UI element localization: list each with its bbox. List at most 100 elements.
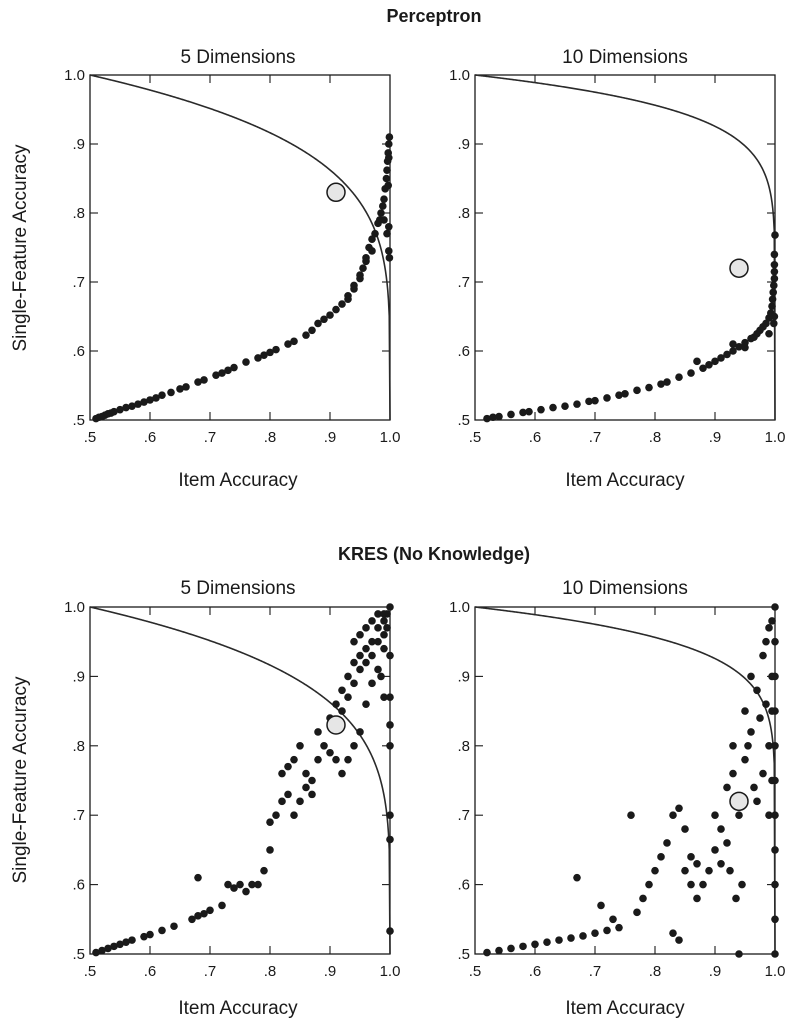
data-point: [284, 340, 292, 348]
data-point: [212, 371, 220, 379]
data-point: [645, 880, 653, 889]
data-point: [770, 267, 779, 276]
data-point: [732, 894, 740, 903]
y-tick-label: .5: [457, 946, 470, 963]
data-point: [332, 755, 340, 764]
x-axis-label: Item Accuracy: [565, 470, 685, 491]
panel-kres-5d: 5 Dimensions Item Accuracy Single-Featur…: [10, 578, 400, 1019]
y-tick-label: .6: [72, 877, 85, 894]
data-point: [717, 354, 725, 362]
data-point: [771, 811, 779, 819]
data-point: [723, 839, 731, 847]
data-point: [254, 354, 262, 362]
data-point: [362, 700, 370, 708]
data-point: [573, 400, 581, 408]
data-point: [657, 380, 665, 388]
data-point: [711, 811, 719, 819]
data-point: [759, 769, 767, 778]
x-tick-label: .9: [709, 963, 722, 980]
data-point: [344, 672, 352, 681]
data-point: [362, 644, 370, 653]
panel-kres-10d: 10 Dimensions Item Accuracy .5.5 .6 .6 .7 .7…: [449, 578, 785, 1019]
data-point: [770, 260, 779, 269]
data-point: [741, 707, 749, 715]
data-point: [110, 407, 118, 416]
highlight-point: [729, 791, 749, 812]
data-point: [116, 940, 124, 949]
y-tick-label: .9: [72, 668, 85, 685]
y-tick-label: .8: [72, 738, 85, 755]
data-point: [167, 388, 175, 397]
data-point: [382, 174, 391, 183]
data-point: [320, 742, 328, 750]
data-point: [549, 403, 557, 412]
data-point: [753, 686, 761, 695]
data-point: [669, 811, 677, 819]
data-point: [741, 343, 749, 352]
data-point: [302, 769, 310, 778]
panel-perceptron-10d: 10 Dimensions Item Accuracy .5.5 .6 .6 .7 .7…: [449, 47, 785, 491]
data-point: [687, 880, 695, 889]
data-point: [302, 783, 310, 792]
data-point: [368, 247, 376, 255]
data-point: [272, 345, 280, 354]
data-point: [384, 181, 393, 190]
data-point: [693, 859, 701, 868]
data-point: [290, 755, 298, 764]
data-point: [621, 389, 629, 398]
data-point: [762, 700, 770, 708]
data-point: [711, 357, 719, 366]
panel-title: 10 Dimensions: [562, 578, 688, 599]
data-point: [495, 412, 503, 421]
data-point: [386, 603, 394, 611]
data-point: [260, 351, 268, 359]
data-point: [385, 154, 393, 162]
data-point: [380, 216, 388, 224]
data-point: [633, 386, 641, 395]
x-tick-label: .5: [84, 429, 97, 446]
data-point: [146, 930, 154, 939]
data-point: [385, 223, 393, 231]
highlight-point: [729, 258, 749, 278]
data-point: [371, 229, 379, 238]
data-point: [729, 769, 737, 778]
data-point: [770, 312, 779, 321]
data-point: [200, 909, 208, 918]
data-point: [579, 932, 587, 940]
data-point: [756, 714, 764, 722]
panel-perceptron-5d: 5 Dimensions Item Accuracy Single-Featur…: [10, 47, 400, 491]
data-point: [759, 651, 767, 660]
data-point: [729, 340, 737, 348]
data-point: [519, 408, 527, 417]
x-tick-label: .9: [324, 963, 337, 980]
data-point: [338, 300, 346, 308]
data-point: [386, 927, 394, 935]
data-point: [296, 742, 304, 750]
data-point: [386, 693, 394, 702]
y-tick-label: 1.0: [64, 599, 85, 616]
y-tick-label: .9: [457, 668, 470, 685]
data-point: [374, 637, 382, 646]
data-point: [344, 693, 352, 702]
data-point: [308, 790, 316, 799]
data-point: [675, 936, 683, 944]
data-point: [723, 350, 731, 359]
x-tick-label: .9: [709, 429, 722, 446]
plot-frame: [89, 74, 391, 421]
data-point: [326, 748, 334, 757]
data-point: [344, 295, 352, 304]
data-point: [332, 700, 340, 708]
data-point: [705, 866, 713, 875]
data-point: [368, 651, 376, 660]
y-tick-label: .7: [72, 807, 85, 824]
data-point: [122, 403, 130, 412]
data-point: [377, 209, 385, 217]
data-point: [507, 944, 515, 953]
data-point: [639, 894, 647, 903]
data-point: [507, 410, 515, 419]
data-point: [356, 651, 364, 660]
data-point: [290, 811, 298, 819]
data-point: [770, 281, 778, 290]
data-point: [383, 229, 391, 238]
data-point: [182, 383, 190, 391]
